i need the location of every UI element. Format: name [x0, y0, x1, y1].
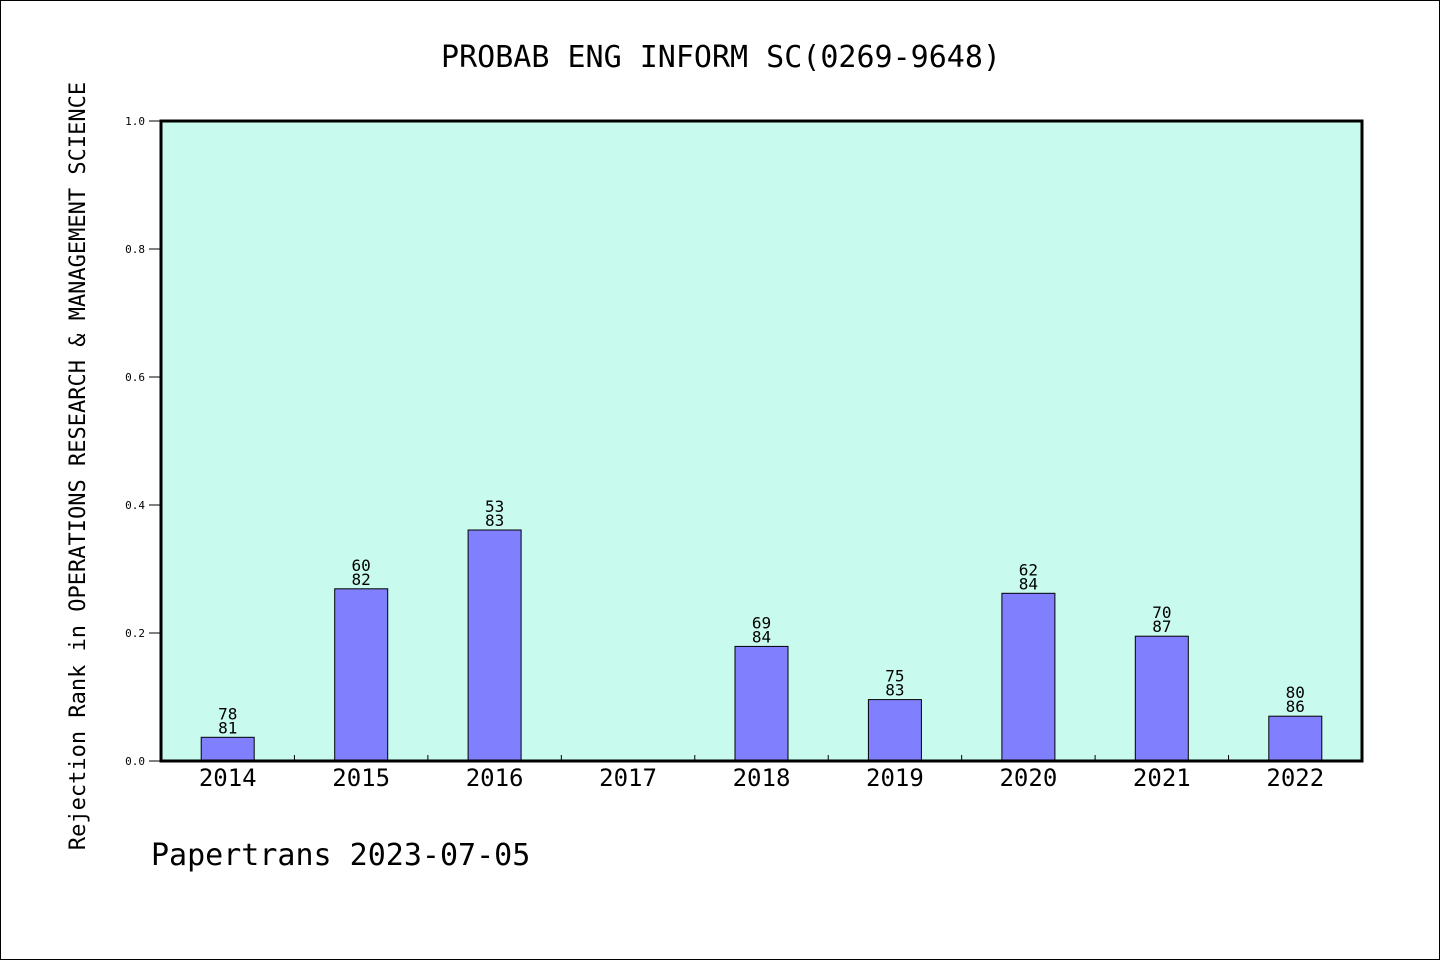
- bar-2018: [734, 645, 789, 762]
- bar-label-bottom-2021: 87: [1152, 617, 1171, 636]
- bar-2022: [1268, 715, 1323, 762]
- x-tick-label-2014: 2014: [199, 764, 257, 792]
- bar-label-top-2019: 75: [885, 667, 904, 686]
- bar-label-top-2018: 69: [752, 613, 771, 632]
- plot-border: [159, 119, 1364, 763]
- bar-label-bottom-2015: 82: [352, 570, 371, 589]
- bar-label-top-2021: 70: [1152, 603, 1171, 622]
- bar-label-top-2022: 80: [1286, 683, 1305, 702]
- x-tick-label-2016: 2016: [466, 764, 524, 792]
- x-tick-label-2020: 2020: [999, 764, 1057, 792]
- bar-2015: [334, 588, 389, 762]
- footer-credit: Papertrans 2023-07-05: [151, 838, 530, 873]
- bar-2016: [467, 529, 522, 762]
- x-axis: 2014 2015 2016 2017 2018 2019 2020 2021 2022: [199, 755, 1324, 792]
- x-tick-label-2019: 2019: [866, 764, 924, 792]
- bar-2021: [1134, 635, 1189, 762]
- bar-2014: [200, 736, 255, 762]
- bar-label-top-2015: 60: [352, 556, 371, 575]
- bar-label-bottom-2018: 84: [752, 627, 771, 646]
- bar-2020: [1001, 592, 1056, 762]
- y-tick-label: 0.4: [125, 499, 145, 512]
- y-axis: 0.0 0.2 0.4 0.6 0.8 1.0: [125, 115, 161, 768]
- x-tick-label-2015: 2015: [332, 764, 390, 792]
- y-tick-label: 0.6: [125, 371, 145, 384]
- bar-label-bottom-2022: 86: [1286, 697, 1305, 716]
- chart-title: PROBAB ENG INFORM SC(0269-9648): [441, 40, 1001, 75]
- x-tick-label-2018: 2018: [733, 764, 791, 792]
- bar-2019: [867, 699, 922, 762]
- bar-label-bottom-2016: 83: [485, 511, 504, 530]
- y-tick-label: 0.2: [125, 627, 145, 640]
- bar-label-bottom-2019: 83: [885, 681, 904, 700]
- bar-label-bottom-2014: 81: [218, 718, 237, 737]
- y-tick-label: 0.0: [125, 755, 145, 768]
- x-tick-label-2021: 2021: [1133, 764, 1191, 792]
- bar-label-top-2020: 62: [1019, 560, 1038, 579]
- y-axis-label: Rejection Rank in OPERATIONS RESEARCH & …: [66, 82, 91, 850]
- bar-label-bottom-2020: 84: [1019, 574, 1038, 593]
- x-tick-label-2017: 2017: [599, 764, 657, 792]
- x-tick-label-2022: 2022: [1266, 764, 1324, 792]
- bar-label-top-2014: 78: [218, 704, 237, 723]
- bar-label-top-2016: 53: [485, 497, 504, 516]
- y-tick-label: 0.8: [125, 243, 145, 256]
- y-tick-label: 1.0: [125, 115, 145, 128]
